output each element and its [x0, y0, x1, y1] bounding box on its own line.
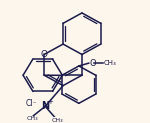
Text: CH₃: CH₃: [51, 118, 63, 123]
Text: Cl⁻: Cl⁻: [26, 99, 37, 108]
Text: O: O: [41, 50, 48, 59]
Text: N: N: [41, 101, 49, 111]
Text: O: O: [90, 59, 96, 68]
Text: CH₃: CH₃: [104, 60, 116, 66]
Text: +: +: [47, 99, 53, 105]
Text: CH₃: CH₃: [27, 116, 38, 121]
